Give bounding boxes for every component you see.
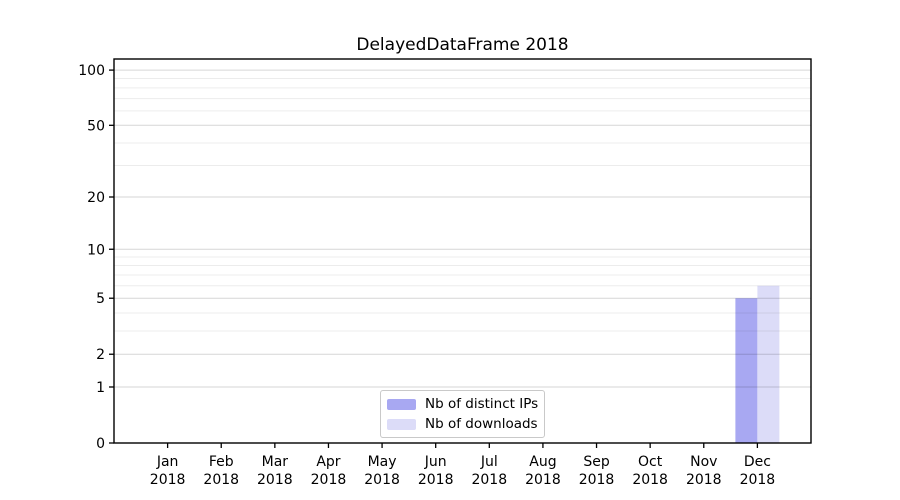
legend-swatch-downloads — [387, 418, 416, 430]
bar-dec-distinct-ips — [735, 298, 758, 443]
x-tick-label-nov: Nov — [690, 454, 717, 470]
x-tick-sublabel-jan: 2018 — [150, 472, 186, 488]
x-tick-sublabel-feb: 2018 — [203, 472, 239, 488]
legend-label-downloads: Nb of downloads — [425, 416, 538, 432]
x-tick-label-feb: Feb — [209, 454, 234, 470]
x-tick-sublabel-aug: 2018 — [525, 472, 561, 488]
legend: Nb of distinct IPs Nb of downloads — [380, 390, 545, 438]
x-tick-sublabel-jun: 2018 — [418, 472, 454, 488]
x-tick-label-apr: Apr — [316, 454, 340, 470]
y-tick-label-0: 0 — [96, 436, 105, 452]
chart-title: DelayedDataFrame 2018 — [356, 35, 569, 55]
y-tick-label-2: 2 — [96, 347, 105, 363]
x-tick-sublabel-apr: 2018 — [311, 472, 347, 488]
legend-row-distinct-ips: Nb of distinct IPs — [387, 396, 544, 412]
x-tick-sublabel-mar: 2018 — [257, 472, 293, 488]
x-tick-label-jul: Jul — [480, 454, 498, 470]
y-tick-label-20: 20 — [87, 190, 105, 206]
y-tick-label-50: 50 — [87, 118, 105, 134]
x-tick-sublabel-dec: 2018 — [740, 472, 776, 488]
y-tick-label-10: 10 — [87, 242, 105, 258]
x-tick-label-sep: Sep — [583, 454, 610, 470]
x-tick-label-may: May — [368, 454, 397, 470]
legend-row-downloads: Nb of downloads — [387, 416, 544, 432]
x-tick-label-dec: Dec — [744, 454, 771, 470]
bar-dec-downloads — [757, 285, 780, 443]
y-tick-label-1: 1 — [96, 380, 105, 396]
x-tick-sublabel-sep: 2018 — [579, 472, 615, 488]
y-tick-label-100: 100 — [78, 63, 105, 79]
x-tick-label-aug: Aug — [529, 454, 556, 470]
x-tick-sublabel-nov: 2018 — [686, 472, 722, 488]
legend-swatch-distinct-ips — [387, 398, 416, 410]
x-tick-label-jan: Jan — [156, 454, 179, 470]
legend-label-distinct-ips: Nb of distinct IPs — [425, 396, 539, 412]
x-tick-label-oct: Oct — [638, 454, 663, 470]
x-tick-sublabel-oct: 2018 — [632, 472, 668, 488]
plot-border — [113, 58, 812, 444]
x-tick-sublabel-jul: 2018 — [471, 472, 507, 488]
x-tick-label-mar: Mar — [262, 454, 289, 470]
x-tick-sublabel-may: 2018 — [364, 472, 400, 488]
x-tick-label-jun: Jun — [424, 454, 447, 470]
y-tick-label-5: 5 — [96, 291, 105, 307]
